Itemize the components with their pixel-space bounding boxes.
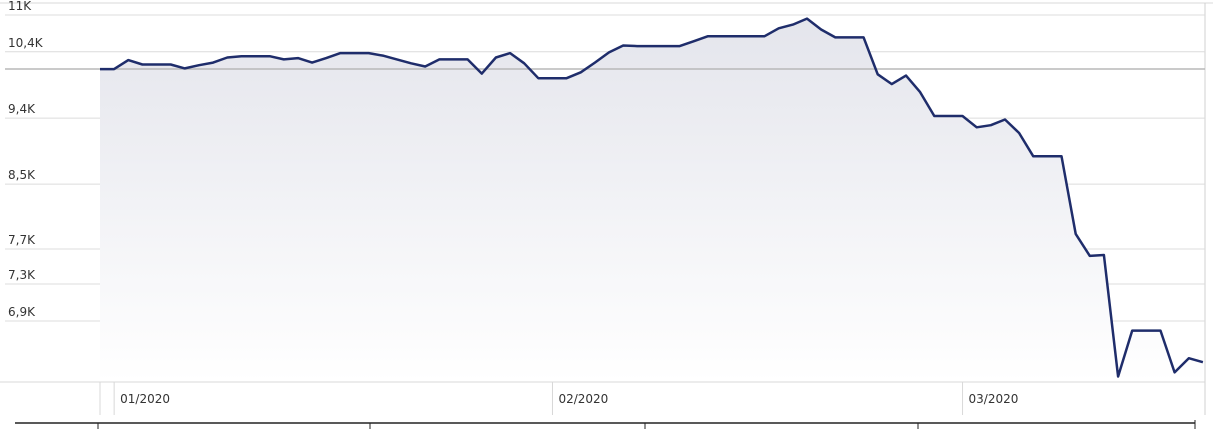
x-tick-label: 02/2020 <box>558 392 608 406</box>
x-tick-label: 01/2020 <box>120 392 170 406</box>
series-line <box>100 17 1204 378</box>
y-tick-label: 10,4K <box>8 36 44 50</box>
y-axis: 11K 10,4K 9,4K 8,5K 7,7K 7,3K 6,9K <box>8 0 44 319</box>
y-tick-label: 9,4K <box>8 102 36 116</box>
area-fill <box>100 18 1203 382</box>
y-tick-label: 8,5K <box>8 168 36 182</box>
y-tick-label: 7,7K <box>8 233 36 247</box>
y-tick-label: 11K <box>8 0 32 13</box>
x-tick-label: 03/2020 <box>969 392 1019 406</box>
x-axis: 01/2020 02/2020 03/2020 <box>0 381 1205 415</box>
navigator-scrollbar[interactable] <box>15 420 1196 429</box>
y-tick-label: 6,9K <box>8 305 36 319</box>
y-tick-label: 7,3K <box>8 268 36 282</box>
